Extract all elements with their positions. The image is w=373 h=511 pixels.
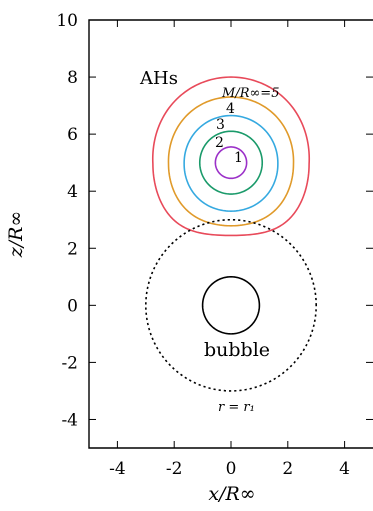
contour-label-2: 2 [215,135,224,151]
y-tick-label: 6 [67,125,78,145]
y-tick-label: 4 [67,182,78,202]
contour-5 [151,76,311,237]
x-tick-label: 4 [339,459,350,479]
contour-label-4: 4 [226,101,235,117]
x-tick-label: 2 [282,459,293,479]
x-tick-label: 0 [226,459,237,479]
plot-frame [88,19,373,449]
contour-r1 [144,218,318,392]
contours [144,76,318,392]
contour-bubble [201,275,261,335]
y-tick-label: 0 [67,296,78,316]
y-tick-label: -4 [61,410,78,430]
contour-4 [167,96,295,227]
annotation-mass-label: M/R∞=5 [221,86,279,101]
annotation-radius: r = r₁ [218,400,255,415]
axis-ticks: -4 -2 0 2 4 -4 -2 0 2 4 6 8 10 [56,11,373,479]
annotation-ahs: AHs [139,68,178,89]
y-tick-label: 10 [56,11,78,31]
x-axis-title: x/R∞ [208,483,255,505]
x-tick-label: -2 [166,459,183,479]
annotation-bubble: bubble [204,339,270,361]
y-axis-title: z/R∞ [5,211,27,259]
contour-1 [214,146,248,180]
y-tick-label: -2 [61,353,78,373]
x-tick-label: -4 [109,459,126,479]
contour-label-1: 1 [234,150,243,166]
plot-frame-border [88,19,373,449]
contour-label-3: 3 [216,117,225,133]
contour-2 [198,130,264,195]
contour-3 [183,114,279,212]
y-tick-label: 8 [67,68,78,88]
y-tick-label: 2 [67,239,78,259]
